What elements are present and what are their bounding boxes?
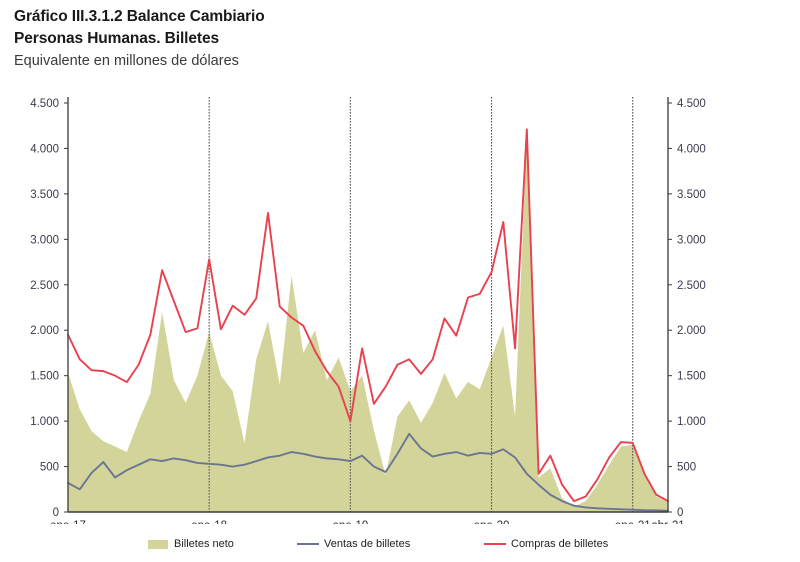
y-tick-label-right: 2.500: [677, 280, 706, 292]
legend-label: Ventas de billetes: [324, 538, 411, 550]
y-tick-label-left: 1.500: [30, 371, 59, 383]
legend-swatch-area-icon: [148, 539, 168, 549]
chart-plot-area: 0 0 500 500 1.000 1.000 1.500 1.500 2.000 2.000 2.…: [0, 92, 800, 524]
series-line-ventas-de-billetes: [67, 432, 669, 512]
chart-legend: Billetes neto Ventas de billetes Compras…: [0, 532, 800, 556]
y-tick-label-left: 1.000: [30, 416, 59, 428]
legend-item-billetes-neto[interactable]: Billetes neto: [148, 538, 234, 550]
y-tick-label-left: 500: [40, 462, 59, 474]
y-tick-label-right: 0: [677, 507, 683, 519]
y-tick-label-right: 4.500: [677, 98, 706, 110]
series-area-billetes-neto: [68, 137, 668, 512]
page-subtitle-bold: Personas Humanas. Billetes: [14, 30, 220, 48]
chart-svg: 0 0 500 500 1.000 1.000 1.500 1.500 2.000 2.000 2.…: [30, 97, 706, 524]
y-tick-label-right: 1.000: [677, 416, 706, 428]
y-tick-label-right: 1.500: [677, 371, 706, 383]
y-tick-label-left: 2.500: [30, 280, 59, 292]
series-line-compras-de-billetes: [67, 128, 669, 503]
legend-item-ventas-de-billetes[interactable]: Ventas de billetes: [297, 538, 410, 550]
x-tick-label: ene-18: [191, 520, 227, 524]
title-block: Gráfico III.3.1.2 Balance Cambiario Pers…: [14, 6, 265, 73]
y-tick-label-right: 4.000: [677, 143, 706, 155]
y-tick-label-right: 3.500: [677, 189, 706, 201]
x-tick-label: ene-19: [332, 520, 368, 524]
legend-swatch-line-icon: [297, 543, 319, 545]
y-tick-label-left: 4.000: [30, 143, 59, 155]
x-tick-label: ene-20: [474, 520, 510, 524]
legend-item-compras-de-billetes[interactable]: Compras de billetes: [484, 538, 608, 550]
legend-label: Billetes neto: [174, 538, 234, 550]
legend-swatch-line-icon: [484, 543, 506, 545]
y-tick-label-right: 500: [677, 462, 696, 474]
x-tick-label: ene-17: [50, 520, 86, 524]
page-title: Gráfico III.3.1.2 Balance Cambiario: [14, 8, 265, 25]
y-tick-label-left: 3.500: [30, 189, 59, 201]
legend-label: Compras de billetes: [511, 538, 609, 550]
units-subtitle: Equivalente en millones de dólares: [14, 52, 239, 69]
y-tick-label-left: 0: [53, 507, 59, 519]
x-tick-label: ene-21: [615, 520, 651, 524]
y-tick-label-left: 4.500: [30, 98, 59, 110]
x-tick-label: abr-21: [651, 520, 684, 524]
y-tick-label-left: 3.000: [30, 234, 59, 246]
y-tick-label-left: 2.000: [30, 325, 59, 337]
y-tick-label-right: 3.000: [677, 234, 706, 246]
y-tick-label-right: 2.000: [677, 325, 706, 337]
